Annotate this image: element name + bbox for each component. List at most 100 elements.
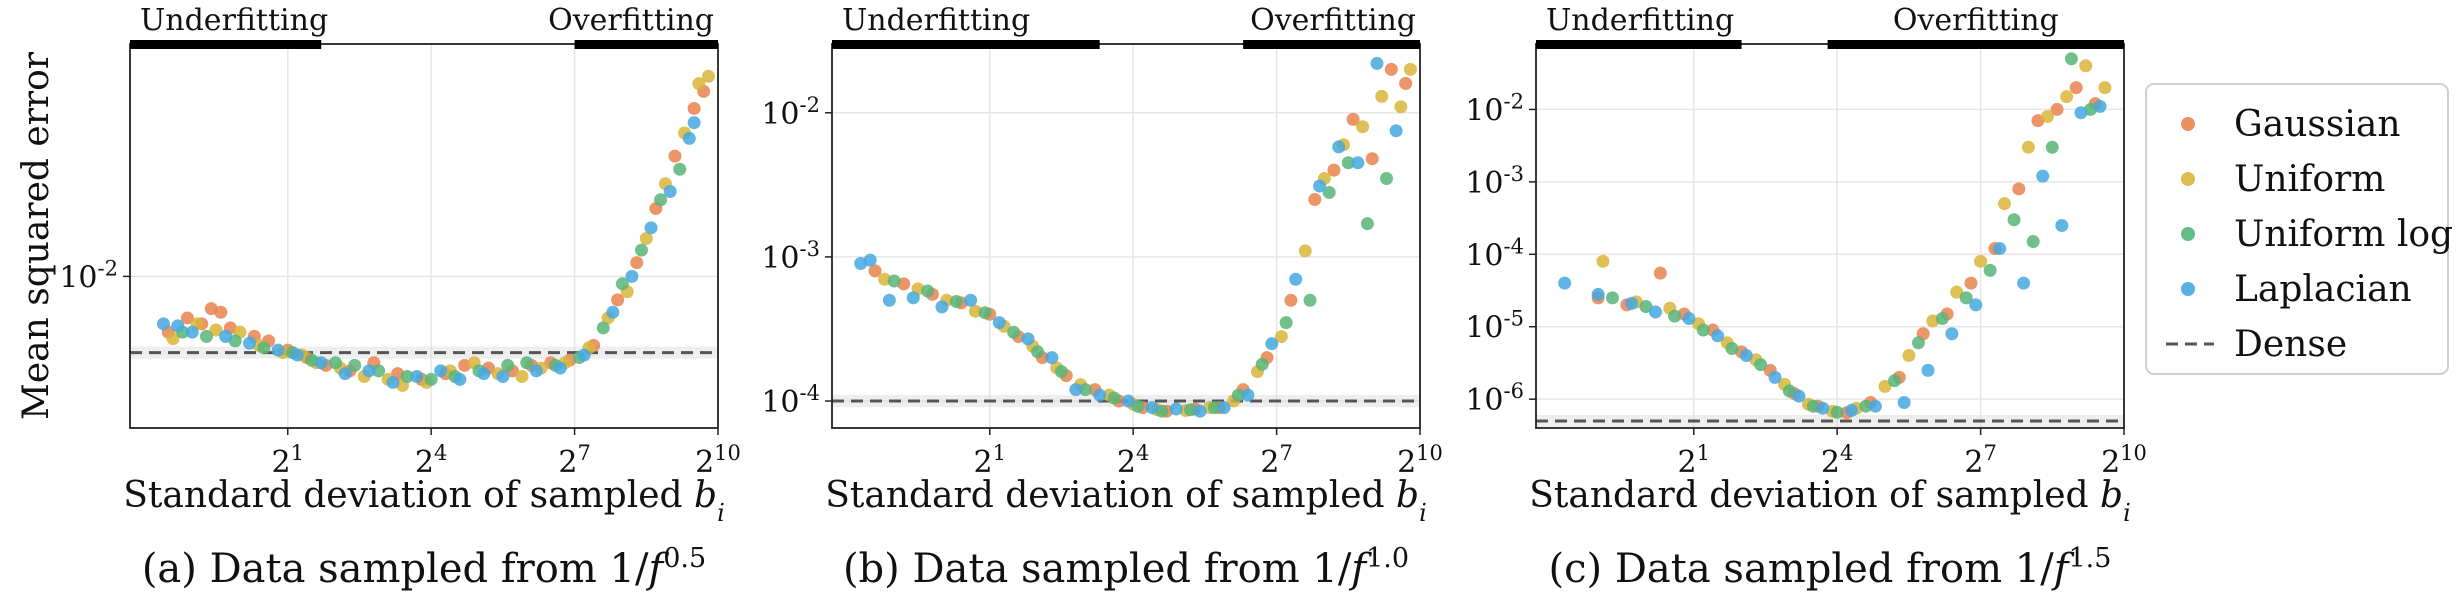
scatter-point (1284, 293, 1298, 307)
scatter-point (1845, 403, 1859, 417)
scatter-point (1782, 384, 1796, 398)
scatter-point (2036, 169, 2050, 183)
scatter-point (1069, 383, 1083, 397)
scatter-point (386, 375, 400, 389)
scatter-point (171, 319, 185, 333)
series-uniform (878, 62, 1417, 417)
scatter-point (2012, 182, 2026, 196)
scatter-point (348, 358, 362, 372)
scatter-point (1696, 323, 1710, 337)
scatter-point (1341, 156, 1355, 170)
scatter-point (1605, 291, 1619, 305)
series-laplacian (1558, 99, 2107, 417)
x-tick-label: 210 (2101, 441, 2147, 480)
scatter-point (166, 332, 180, 346)
scatter-point (1964, 276, 1978, 290)
scatter-point (1768, 370, 1782, 384)
scatter-point (1145, 401, 1159, 415)
scatter-point (1394, 100, 1408, 114)
scatter-point (1888, 374, 1902, 388)
legend-box (2145, 83, 2449, 375)
scatter-point (1945, 327, 1959, 341)
scatter-point (400, 369, 414, 383)
scatter-point (968, 304, 982, 318)
scatter-point (1131, 399, 1145, 413)
scatter-point (1279, 316, 1293, 330)
regime-label-underfitting: Underfitting (140, 3, 328, 38)
regime-bar-underfitting (832, 40, 1100, 49)
y-tick-label: 10-3 (1465, 162, 1524, 201)
scatter-point (1193, 404, 1207, 418)
scatter-point (501, 358, 515, 372)
scatter-point (2021, 140, 2035, 154)
scatter-point (520, 356, 534, 370)
legend-marker-uniform (2181, 172, 2195, 186)
y-tick-label: 10-2 (1465, 89, 1524, 128)
scatter-point (219, 329, 233, 343)
scatter-point (663, 185, 677, 199)
scatter-point (2098, 81, 2112, 95)
scatter-point (682, 131, 696, 145)
y-tick-label: 10-4 (1465, 234, 1524, 273)
scatter-point (515, 369, 529, 383)
scatter-point (1332, 140, 1346, 154)
scatter-point (1911, 336, 1925, 350)
scatter-point (1241, 388, 1255, 402)
y-tick-label: 10-4 (761, 381, 820, 420)
scatter-point (1921, 363, 1935, 377)
scatter-point (1403, 62, 1417, 76)
regime-label-overfitting: Overfitting (548, 3, 714, 38)
x-axis-label: Standard deviation of sampled bi (1529, 475, 2131, 527)
scatter-point (1021, 332, 1035, 346)
scatter-point (1596, 254, 1610, 268)
scatter-point (362, 364, 376, 378)
scatter-point (2055, 218, 2069, 232)
scatter-point (606, 305, 620, 319)
scatter-point (1792, 389, 1806, 403)
scatter-point (1902, 349, 1916, 363)
y-tick-label: 10-2 (761, 93, 820, 132)
scatter-point (2079, 59, 2093, 73)
scatter-point (2069, 81, 2083, 95)
scatter-point (611, 293, 625, 307)
y-tick-label: 10-3 (761, 237, 820, 276)
scatter-point (673, 162, 687, 176)
x-axis-label: Standard deviation of sampled bi (123, 475, 725, 527)
scatter-point (964, 293, 978, 307)
scatter-point (1754, 358, 1768, 372)
y-tick-label: 10-6 (1465, 379, 1524, 418)
series-uniform-log (1605, 52, 2098, 419)
scatter-point (1093, 388, 1107, 402)
x-tick-label: 27 (558, 441, 590, 480)
series-gaussian (1591, 81, 2102, 420)
scatter-point (1169, 402, 1183, 416)
scatter-point (199, 329, 213, 343)
y-tick-label: 10-2 (59, 256, 118, 295)
scatter-point (496, 369, 510, 383)
scatter-point (630, 256, 644, 270)
scatter-point (2093, 99, 2107, 113)
scatter-point (1370, 56, 1384, 70)
x-tick-label: 24 (415, 441, 447, 480)
x-axis-label: Standard deviation of sampled bi (825, 475, 1427, 527)
scatter-point (1983, 263, 1997, 277)
legend-label-gaussian: Gaussian (2234, 104, 2401, 145)
scatter-point (1255, 357, 1269, 371)
scatter-point (156, 317, 170, 331)
scatter-point (1327, 163, 1341, 177)
scatter-point (1935, 311, 1949, 325)
scatter-point (1868, 399, 1882, 413)
scatter-point (2050, 102, 2064, 116)
scatter-point (1725, 342, 1739, 356)
scatter-point (209, 323, 223, 337)
scatter-point (1974, 254, 1988, 268)
scatter-point (2064, 52, 2078, 66)
scatter-point (2026, 235, 2040, 249)
series-uniform-log (887, 156, 1394, 418)
scatter-point (635, 243, 649, 257)
scatter-point (1265, 337, 1279, 351)
x-tick-label: 27 (1260, 441, 1292, 480)
scatter-point (410, 369, 424, 383)
scatter-point (1356, 120, 1370, 134)
panel-2: Underfitting Overfitting 21 24 27 210 10-4 10-3… (761, 3, 1443, 592)
